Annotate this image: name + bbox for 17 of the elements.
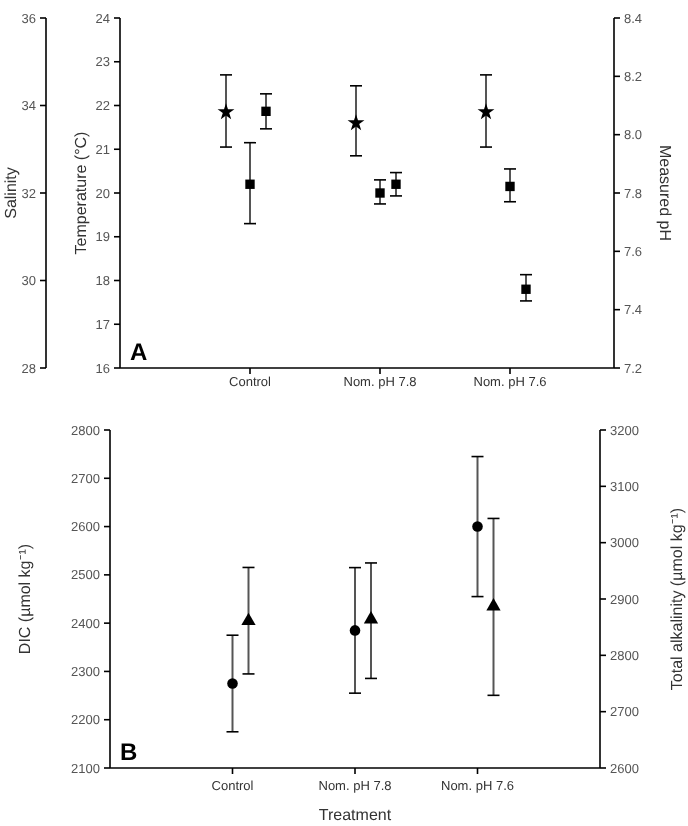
annotation: B [120, 738, 138, 766]
y-axis-title: Temperature (°C) [71, 130, 90, 255]
point [486, 598, 501, 611]
point [349, 625, 361, 636]
y2-axis-title: Total alkalinity (µmol kg⁻¹) [667, 507, 686, 691]
point [521, 284, 531, 294]
point [241, 612, 256, 626]
annotation: A [130, 338, 148, 366]
y-axis-title: DIC (µmol kg⁻¹) [15, 543, 34, 655]
point [261, 106, 271, 117]
point [391, 179, 401, 189]
point [363, 611, 379, 624]
y3-axis-title: Salinity [1, 167, 20, 219]
point [227, 678, 238, 689]
x-axis-title: Treatment [318, 806, 393, 824]
y2-axis-title: Measured pH [656, 144, 675, 242]
point [472, 521, 483, 532]
